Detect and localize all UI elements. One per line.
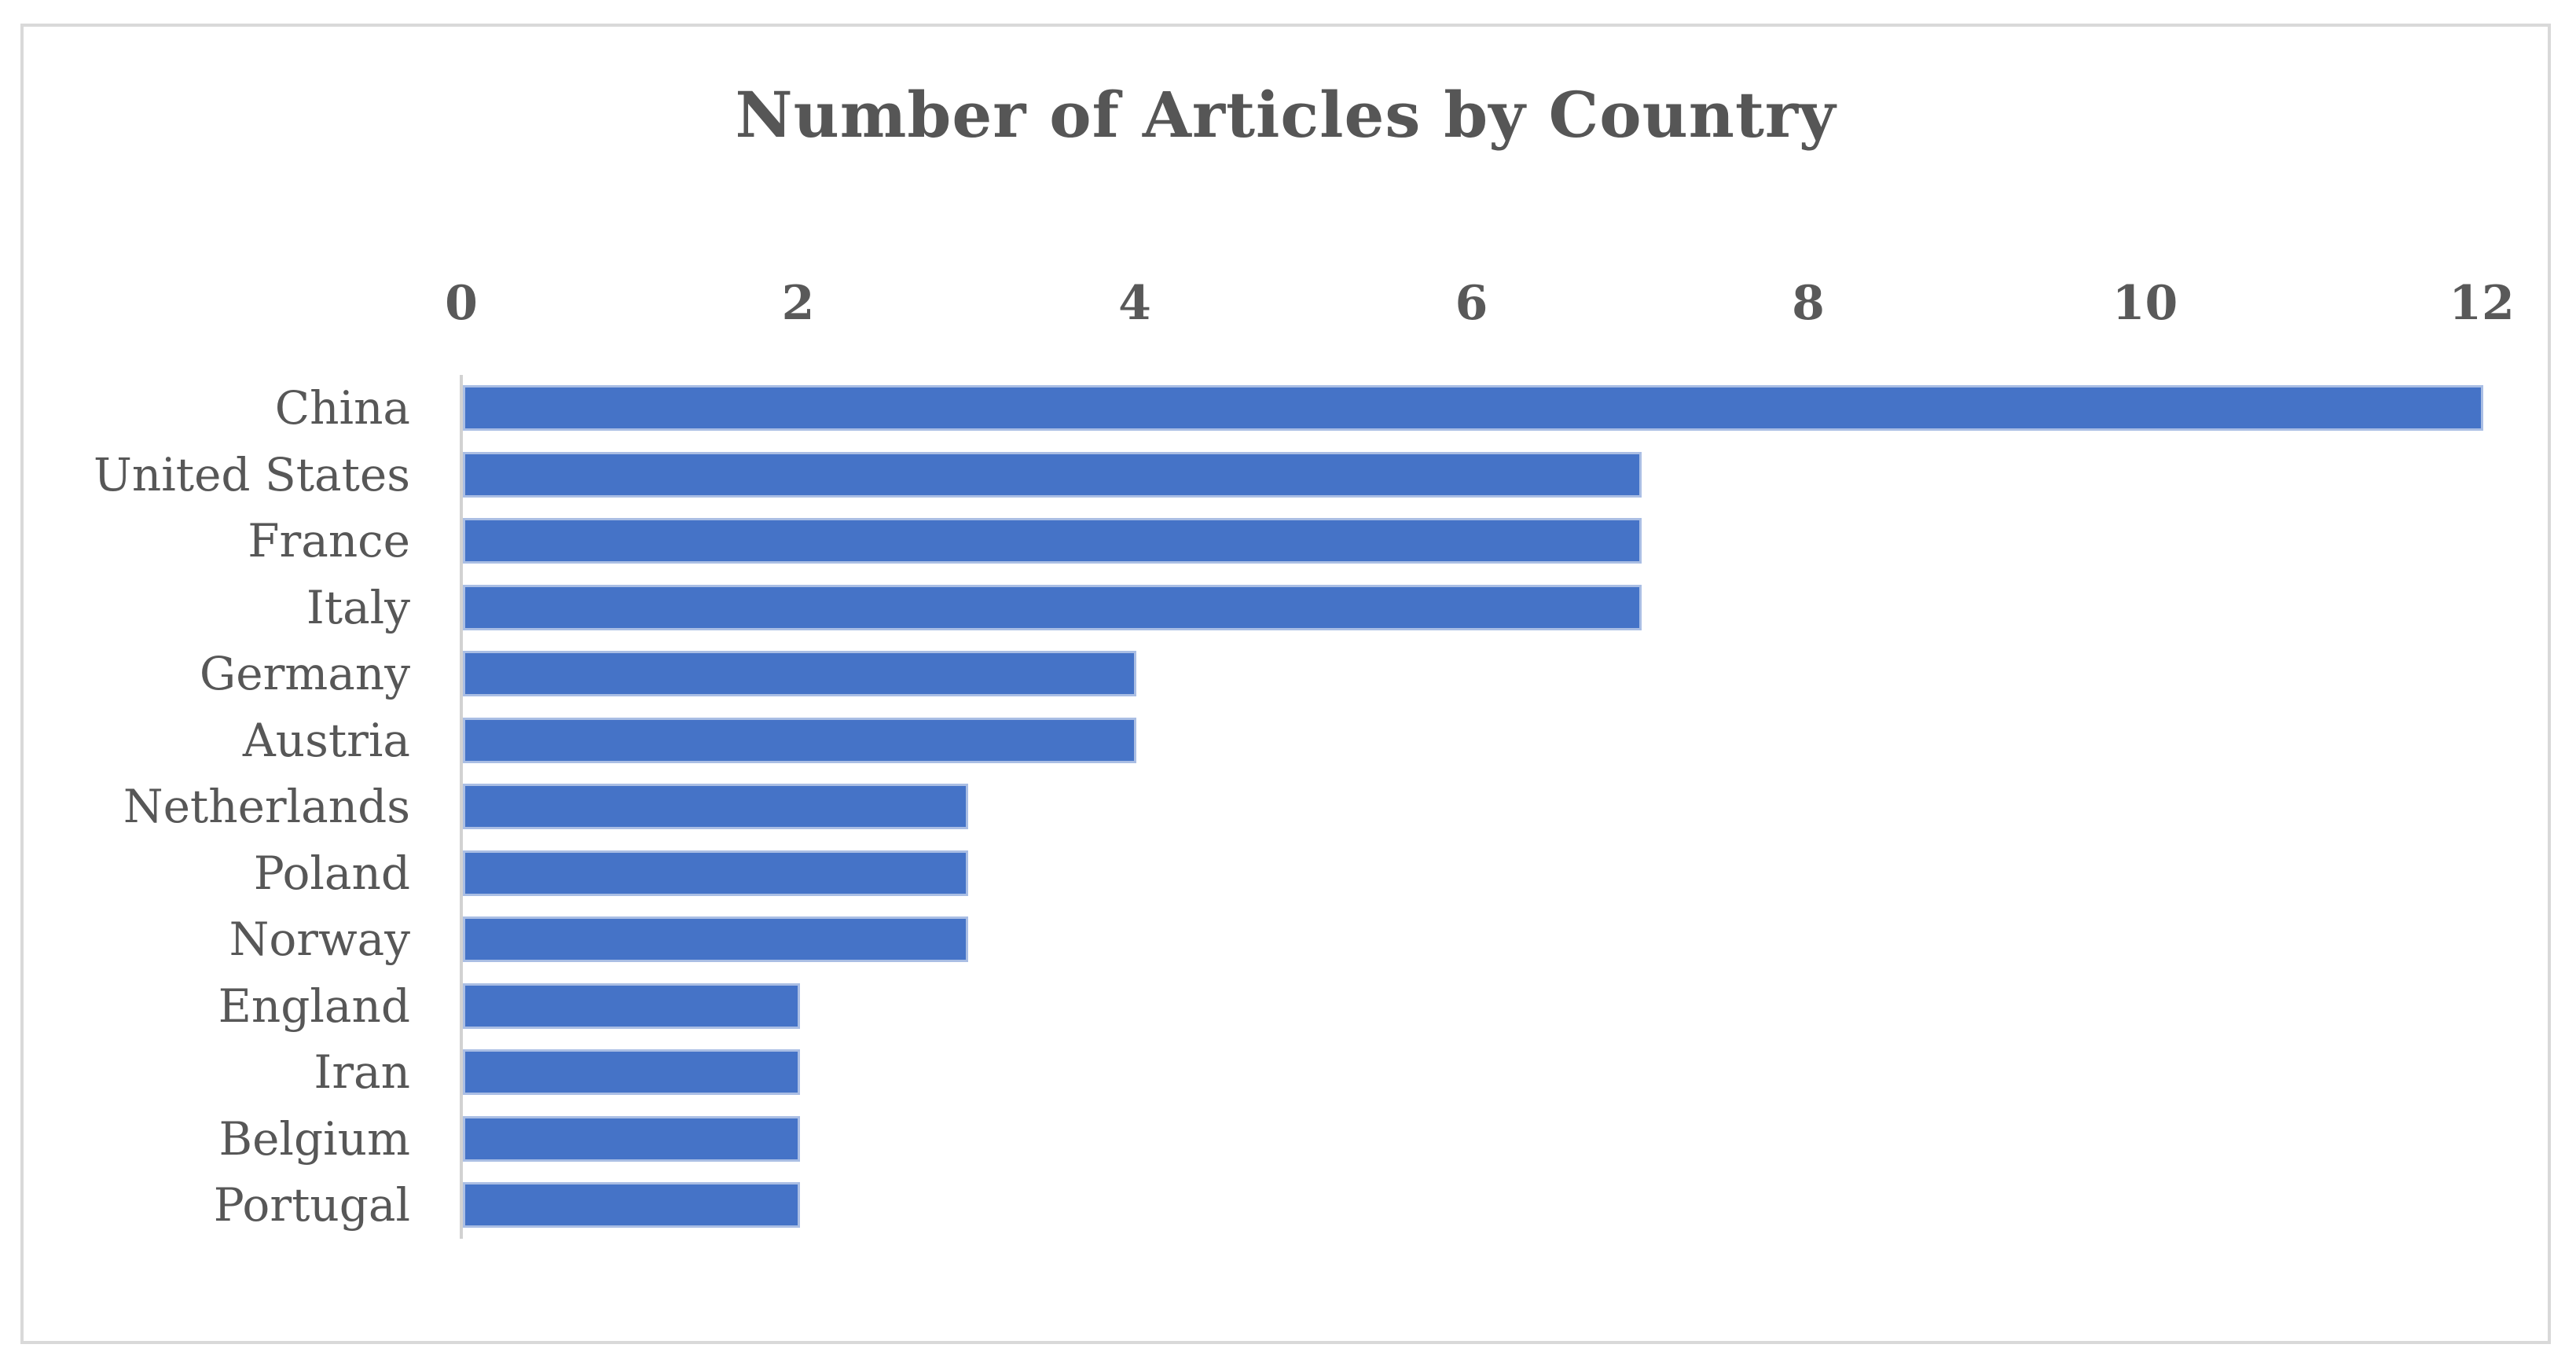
bar-italy [463, 584, 1642, 630]
bar-england [463, 983, 800, 1029]
chart-frame [20, 24, 2551, 1344]
bar-iran [463, 1049, 800, 1096]
bar-belgium [463, 1115, 800, 1162]
category-label-china: China [274, 381, 410, 435]
bar-united-states [463, 451, 1642, 498]
chart-title: Number of Articles by Country [735, 78, 1837, 152]
bar-netherlands [463, 784, 968, 830]
category-label-germany: Germany [199, 647, 410, 701]
bar-norway [463, 916, 968, 963]
x-tick-label-10: 10 [2112, 276, 2178, 331]
bar-germany [463, 651, 1136, 697]
category-label-belgium: Belgium [218, 1111, 410, 1166]
category-label-poland: Poland [253, 846, 410, 900]
category-label-portugal: Portugal [213, 1178, 410, 1232]
category-label-france: France [248, 514, 410, 568]
bar-china [463, 385, 2483, 432]
category-label-united-states: United States [94, 447, 410, 501]
category-label-netherlands: Netherlands [123, 780, 410, 834]
category-label-norway: Norway [229, 913, 410, 967]
x-tick-label-2: 2 [781, 276, 815, 331]
x-tick-label-12: 12 [2449, 276, 2515, 331]
x-tick-label-0: 0 [445, 276, 478, 331]
category-label-austria: Austria [242, 713, 410, 767]
bar-poland [463, 850, 968, 896]
x-tick-label-4: 4 [1118, 276, 1151, 331]
x-tick-label-6: 6 [1455, 276, 1488, 331]
bar-austria [463, 717, 1136, 763]
category-label-italy: Italy [306, 580, 410, 634]
category-label-iran: Iran [314, 1045, 410, 1100]
bar-france [463, 518, 1642, 564]
y-axis-line [460, 375, 463, 1239]
bar-portugal [463, 1182, 800, 1229]
category-label-england: England [218, 979, 410, 1033]
x-tick-label-8: 8 [1792, 276, 1825, 331]
